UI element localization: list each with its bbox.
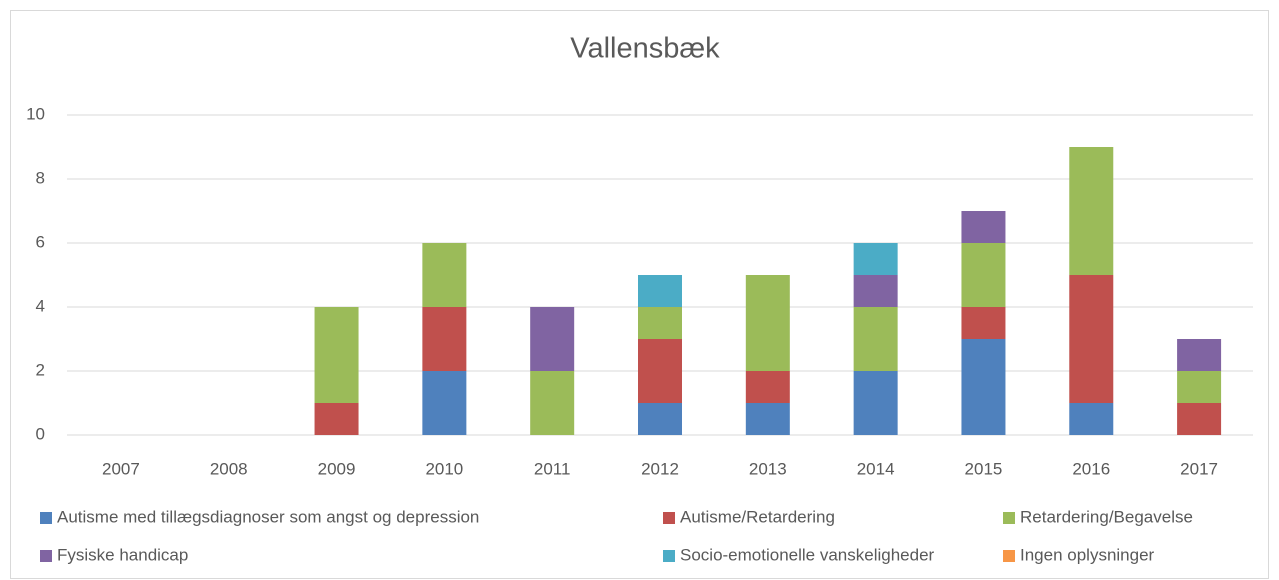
x-tick-label: 2012: [641, 459, 679, 478]
x-tick-label: 2017: [1180, 459, 1218, 478]
legend-swatch: [1003, 550, 1015, 562]
bar-segment: [638, 275, 682, 307]
legend-swatch: [1003, 512, 1015, 524]
bar-segment: [961, 307, 1006, 339]
bar-segment: [1069, 275, 1114, 403]
y-tick-label: 4: [36, 296, 45, 315]
y-tick-label: 8: [36, 168, 45, 187]
bar-segment: [638, 307, 682, 339]
legend-swatch: [40, 512, 52, 524]
legend-swatch: [663, 550, 675, 562]
legend-label: Retardering/Begavelse: [1020, 507, 1193, 526]
legend-label: Autisme med tillægsdiagnoser som angst o…: [57, 507, 479, 526]
legend-label: Socio-emotionelle vanskeligheder: [680, 545, 935, 564]
bar-segment: [638, 339, 682, 403]
bar-segment: [314, 403, 359, 435]
bar-segment: [745, 371, 790, 403]
y-tick-label: 2: [36, 360, 45, 379]
bar-segment: [1177, 339, 1222, 371]
x-tick-label: 2013: [749, 459, 787, 478]
x-tick-label: 2016: [1072, 459, 1110, 478]
x-tick-label: 2007: [102, 459, 140, 478]
legend-swatch: [663, 512, 675, 524]
x-tick-label: 2008: [210, 459, 248, 478]
x-tick-label: 2014: [857, 459, 895, 478]
bar-segment: [853, 307, 898, 371]
bar-segment: [1177, 371, 1222, 403]
legend-swatch: [40, 550, 52, 562]
y-tick-label: 6: [36, 232, 45, 251]
bar-segment: [314, 307, 359, 403]
bar-segment: [853, 243, 898, 275]
bar-segment: [1069, 147, 1114, 275]
bar-segment: [530, 307, 575, 371]
bar-segment: [961, 339, 1006, 435]
bar-segment: [530, 371, 575, 435]
bar-segment: [961, 211, 1006, 243]
bar-segment: [853, 371, 898, 435]
x-tick-label: 2011: [534, 459, 571, 478]
y-tick-label: 10: [26, 104, 45, 123]
bar-segment: [961, 243, 1006, 307]
bar-segment: [745, 275, 790, 371]
x-tick-label: 2015: [965, 459, 1003, 478]
bar-segment: [853, 275, 898, 307]
y-tick-label: 0: [36, 424, 45, 443]
legend-label: Fysiske handicap: [57, 545, 188, 564]
x-tick-label: 2010: [425, 459, 463, 478]
legend-label: Autisme/Retardering: [680, 507, 835, 526]
bar-segment: [638, 403, 682, 435]
bar-segment: [1069, 403, 1114, 435]
chart-title: Vallensbæk: [570, 33, 720, 65]
legend-label: Ingen oplysninger: [1020, 545, 1155, 564]
bar-segment: [1177, 403, 1222, 435]
x-tick-label: 2009: [318, 459, 356, 478]
bar-segment: [422, 371, 467, 435]
bar-segment: [422, 307, 467, 371]
bar-segment: [422, 243, 467, 307]
bar-segment: [745, 403, 790, 435]
